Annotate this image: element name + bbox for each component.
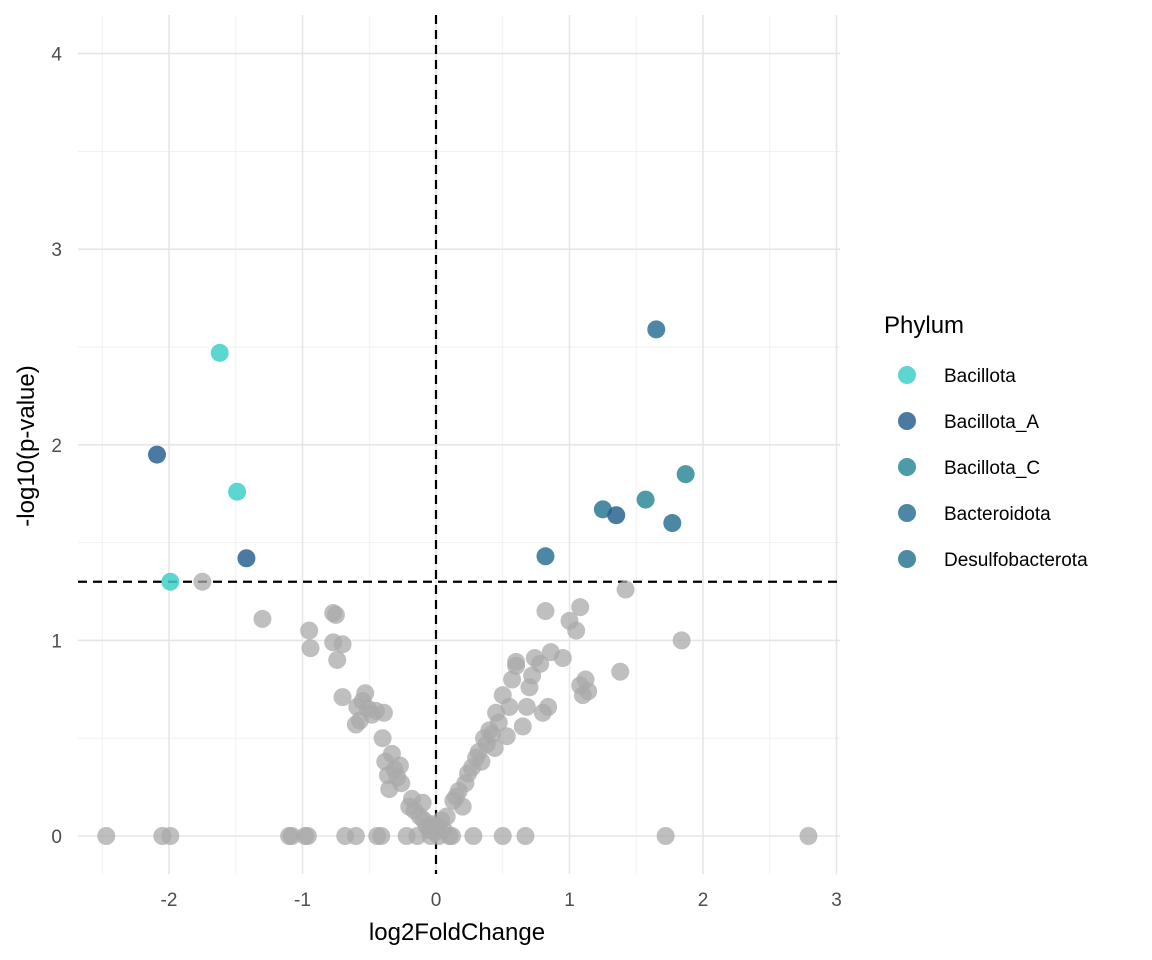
- nonsignificant-points: [97, 572, 818, 845]
- significant-point: [536, 547, 555, 566]
- y-tick-label: 4: [51, 45, 62, 66]
- nonsignificant-point: [301, 639, 320, 658]
- nonsignificant-point: [346, 827, 365, 845]
- legend-key: [898, 366, 916, 384]
- significant-point: [210, 343, 229, 362]
- significant-point: [636, 490, 655, 509]
- significant-point: [647, 320, 666, 339]
- significant-point: [228, 482, 247, 501]
- nonsignificant-point: [193, 572, 212, 591]
- nonsignificant-point: [513, 717, 532, 736]
- x-tick-label: -1: [294, 890, 311, 911]
- nonsignificant-point: [464, 827, 483, 845]
- legend: Phylum Bacillota Bacillota_A Bacillota_C Ba…: [884, 312, 1088, 571]
- significant-point: [663, 514, 682, 533]
- nonsignificant-point: [373, 729, 392, 748]
- x-axis-title: log2FoldChange: [369, 919, 545, 946]
- nonsignificant-point: [472, 752, 491, 771]
- nonsignificant-point: [413, 793, 432, 812]
- legend-key: [898, 412, 916, 430]
- legend-key: [898, 458, 916, 476]
- nonsignificant-point: [390, 756, 409, 775]
- nonsignificant-point: [497, 727, 516, 746]
- x-tick-label: 2: [698, 890, 709, 911]
- nonsignificant-point: [333, 688, 352, 707]
- nonsignificant-point: [531, 654, 550, 673]
- nonsignificant-point: [453, 797, 472, 816]
- y-tick-label: 2: [51, 436, 62, 457]
- significant-points: [147, 320, 695, 591]
- nonsignificant-point: [567, 621, 586, 640]
- nonsignificant-point: [611, 662, 630, 681]
- x-tick-label: 1: [564, 890, 575, 911]
- y-tick-label: 1: [51, 631, 62, 652]
- x-tick-label: 0: [431, 890, 442, 911]
- nonsignificant-point: [161, 827, 180, 845]
- significant-point: [237, 549, 256, 568]
- nonsignificant-point: [333, 635, 352, 654]
- nonsignificant-point: [300, 621, 319, 640]
- nonsignificant-point: [656, 827, 675, 845]
- y-axis-ticks: 0 1 2 3 4: [51, 45, 62, 848]
- nonsignificant-point: [392, 774, 411, 793]
- legend-label: Desulfobacterota: [944, 550, 1088, 571]
- nonsignificant-point: [536, 602, 555, 621]
- x-tick-label: -2: [161, 890, 178, 911]
- nonsignificant-point: [328, 650, 347, 669]
- legend-label: Bacillota: [944, 366, 1016, 387]
- nonsignificant-point: [517, 697, 536, 716]
- nonsignificant-point: [374, 703, 393, 722]
- nonsignificant-point: [579, 682, 598, 701]
- legend-label: Bacteroidota: [944, 504, 1051, 525]
- y-tick-label: 3: [51, 240, 62, 261]
- nonsignificant-point: [326, 605, 345, 624]
- legend-label: Bacillota_C: [944, 458, 1040, 479]
- nonsignificant-point: [503, 670, 522, 689]
- legend-key: [898, 504, 916, 522]
- nonsignificant-point: [616, 580, 635, 599]
- nonsignificant-point: [437, 807, 456, 826]
- significant-point: [676, 465, 695, 484]
- x-axis-ticks: -2 -1 0 1 2 3: [161, 890, 842, 911]
- legend-label: Bacillota_A: [944, 412, 1039, 433]
- nonsignificant-point: [356, 684, 375, 703]
- nonsignificant-point: [443, 827, 462, 845]
- nonsignificant-point: [571, 598, 590, 617]
- nonsignificant-point: [372, 827, 391, 845]
- nonsignificant-point: [253, 609, 272, 628]
- nonsignificant-point: [539, 697, 558, 716]
- significant-point: [607, 506, 626, 525]
- nonsignificant-point: [97, 827, 116, 845]
- nonsignificant-point: [672, 631, 691, 650]
- legend-title: Phylum: [884, 312, 964, 339]
- nonsignificant-point: [493, 827, 512, 845]
- nonsignificant-point: [489, 713, 508, 732]
- significant-point: [147, 445, 166, 464]
- y-axis-title: -log10(p-value): [13, 365, 40, 526]
- nonsignificant-point: [485, 738, 504, 757]
- nonsignificant-point: [282, 827, 301, 845]
- x-tick-label: 3: [831, 890, 842, 911]
- y-tick-label: 0: [51, 827, 62, 848]
- nonsignificant-point: [298, 827, 317, 845]
- nonsignificant-point: [799, 827, 818, 845]
- nonsignificant-point: [507, 652, 526, 671]
- nonsignificant-point: [516, 827, 535, 845]
- grid-lines: [78, 15, 840, 874]
- nonsignificant-point: [500, 697, 519, 716]
- legend-key: [898, 550, 916, 568]
- nonsignificant-point: [553, 649, 572, 668]
- significant-point: [161, 572, 180, 591]
